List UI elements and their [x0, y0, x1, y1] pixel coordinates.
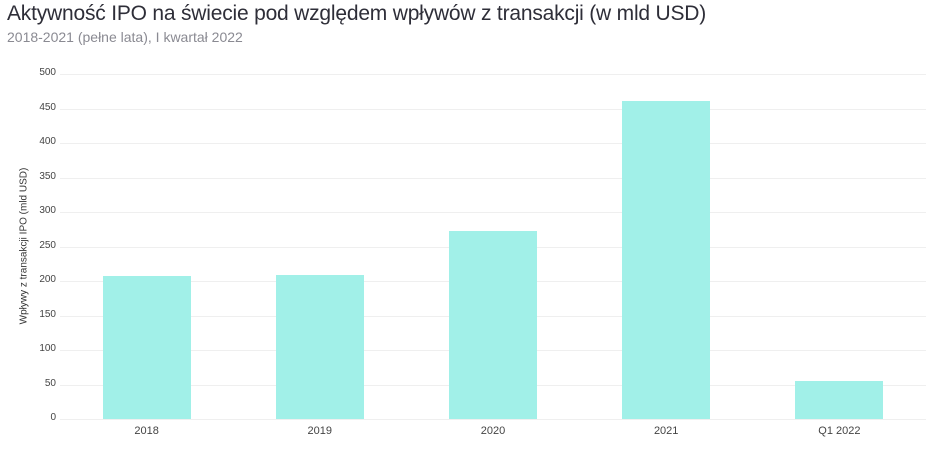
- bar-2020[interactable]: [449, 231, 537, 419]
- y-tick-label: 400: [39, 136, 56, 147]
- gridline: [60, 143, 926, 144]
- gridline: [60, 74, 926, 75]
- gridline: [60, 177, 926, 179]
- bar-2018[interactable]: [102, 276, 191, 419]
- bar-q1-2022[interactable]: [795, 381, 884, 419]
- y-tick-label: 250: [39, 239, 56, 251]
- chart-title: Aktywność IPO na świecie pod względem wp…: [7, 2, 707, 25]
- gridline: [60, 108, 926, 110]
- y-tick-label: 450: [39, 101, 56, 113]
- y-tick-label: 500: [39, 67, 56, 78]
- x-tick-label: 2021: [653, 425, 679, 437]
- x-tick-label: 2020: [480, 425, 506, 437]
- y-tick-label: 150: [39, 308, 56, 320]
- y-tick-label: 200: [39, 274, 56, 285]
- y-tick-label: 0: [50, 412, 56, 423]
- y-tick-label: 300: [39, 205, 56, 216]
- bar-2019[interactable]: [275, 274, 364, 419]
- x-tick-label: 2019: [307, 425, 333, 437]
- y-tick-label: 100: [39, 343, 56, 354]
- y-tick-label: 50: [44, 377, 56, 389]
- chart-subtitle: 2018-2021 (pełne lata), I kwartał 2022: [7, 29, 243, 45]
- x-tick-label: 2018: [134, 425, 159, 437]
- plot-area: [60, 74, 926, 420]
- gridline: [60, 419, 926, 420]
- bar-2021[interactable]: [622, 100, 711, 419]
- x-tick-label: Q1 2022: [818, 425, 861, 437]
- y-tick-label: 350: [39, 170, 56, 182]
- gridline: [60, 212, 926, 213]
